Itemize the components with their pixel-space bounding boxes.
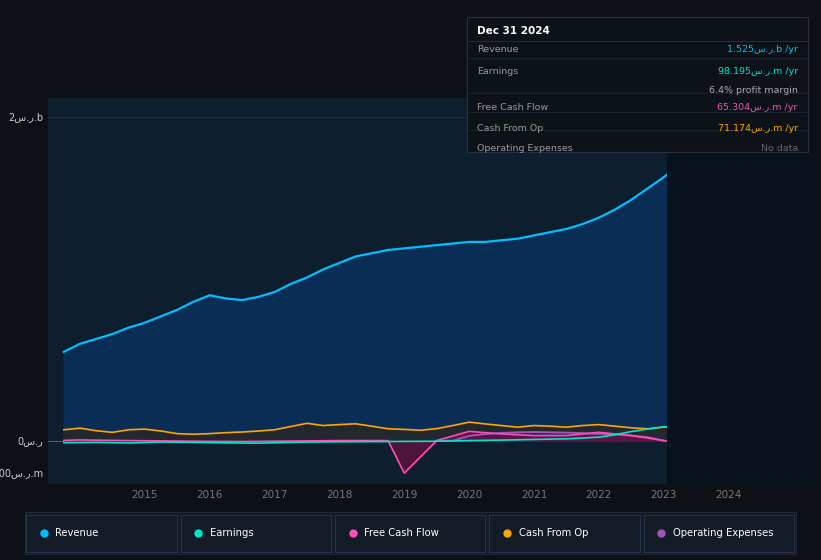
Text: Operating Expenses: Operating Expenses [477, 144, 573, 153]
Text: 2س.ر.b: 2س.ر.b [8, 113, 44, 123]
Text: Earnings: Earnings [477, 67, 519, 76]
Text: Operating Expenses: Operating Expenses [673, 529, 773, 538]
Text: No data: No data [760, 144, 798, 153]
Text: Earnings: Earnings [210, 529, 254, 538]
Text: Free Cash Flow: Free Cash Flow [365, 529, 439, 538]
Text: Dec 31 2024: Dec 31 2024 [477, 26, 550, 36]
Text: Revenue: Revenue [56, 529, 99, 538]
Text: 1.525س.ر.b /yr: 1.525س.ر.b /yr [727, 45, 798, 54]
Text: 98.195س.ر.m /yr: 98.195س.ر.m /yr [718, 67, 798, 76]
Text: 65.304س.ر.m /yr: 65.304س.ر.m /yr [718, 104, 798, 113]
Text: 71.174س.ر.m /yr: 71.174س.ر.m /yr [718, 124, 798, 133]
Text: Free Cash Flow: Free Cash Flow [477, 104, 548, 113]
Text: Cash From Op: Cash From Op [477, 124, 544, 133]
Text: -200س.ر.m: -200س.ر.m [0, 468, 44, 478]
Text: Cash From Op: Cash From Op [519, 529, 588, 538]
Text: 6.4% profit margin: 6.4% profit margin [709, 86, 798, 95]
Text: Revenue: Revenue [477, 45, 519, 54]
Text: 0س.ر: 0س.ر [18, 436, 44, 446]
